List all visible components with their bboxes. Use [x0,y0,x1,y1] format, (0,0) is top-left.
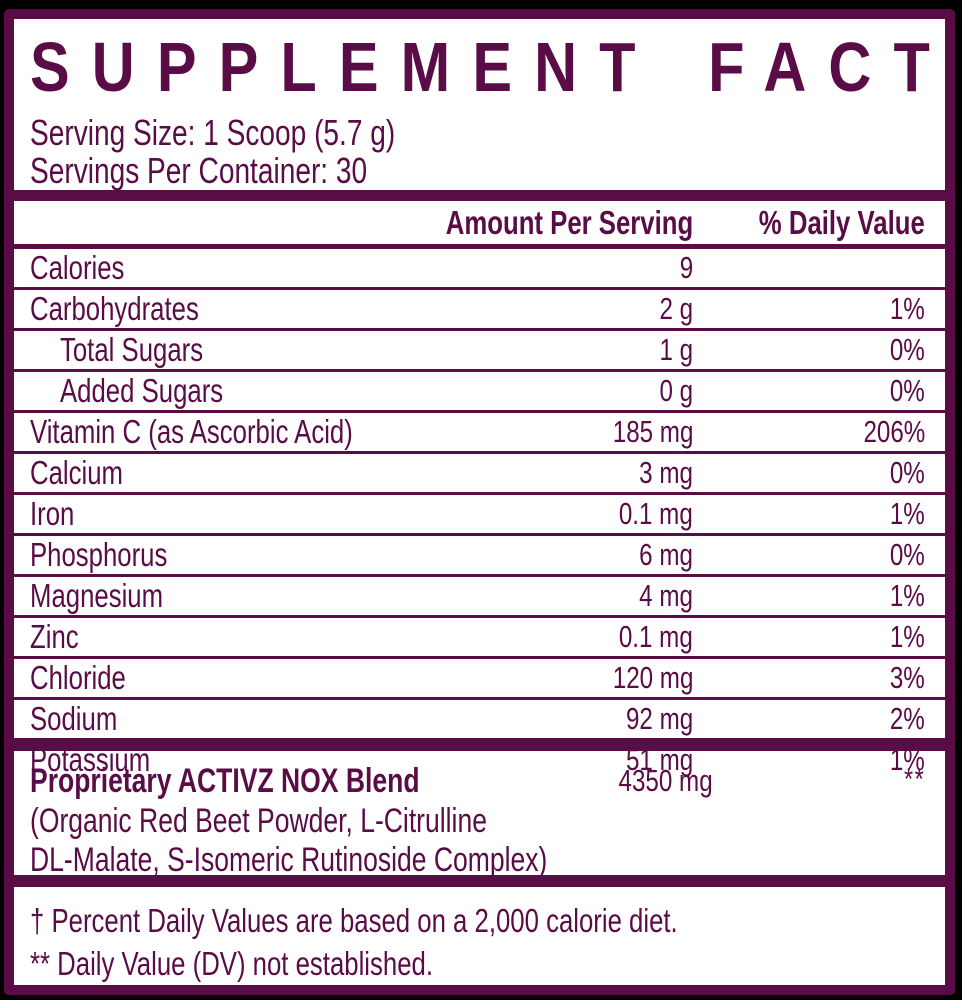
row-dv: 1% [890,578,925,613]
row-amount: 120 mg [612,660,693,695]
footnote: ** Daily Value (DV) not established. [30,945,433,982]
blend-description-line: DL-Malate, S-Isomeric Rutinoside Complex… [30,841,548,879]
footnote: † Percent Daily Values are based on a 2,… [30,902,678,939]
row-amount: 0.1 mg [619,619,693,654]
blend-row: Proprietary ACTIVZ NOX Blend 4350 mg ** [14,757,945,801]
row-name: Zinc [30,618,79,655]
supplement-facts-label: SUPPLEMENT FACTS Serving Size: 1 Scoop (… [4,9,955,995]
row-name: Magnesium [30,577,164,614]
blend-description: (Organic Red Beet Powder, L-Citrulline DL… [14,802,945,880]
facts-row: Calcium 3 mg 0% [14,454,945,495]
blend-name-cell: Proprietary ACTIVZ NOX Blend [14,761,529,801]
row-dv: 1% [890,291,925,326]
row-amount: 4 mg [639,578,693,613]
facts-title: SUPPLEMENT FACTS [30,29,945,105]
row-dv: 0% [890,332,925,367]
serving-info: Serving Size: 1 Scoop (5.7 g) Servings P… [30,114,929,190]
row-dv: 0% [890,373,925,408]
blend-dv-asterisks: ** [903,763,925,796]
blend-amount-cell: 4350 mg [529,761,712,801]
row-dv: 1% [890,742,925,777]
blend-name: Proprietary ACTIVZ NOX Blend [30,762,420,800]
row-amount: 3 mg [639,455,693,490]
facts-row: Iron 0.1 mg 1% [14,495,945,536]
row-dv: 3% [890,660,925,695]
row-amount: 9 [679,250,693,285]
facts-table-body: Calories 9 Carbohydrates 2 g 1% Total Sugars 1… [14,249,945,778]
label-header-section: SUPPLEMENT FACTS Serving Size: 1 Scoop (… [14,19,945,190]
row-dv: 0% [890,537,925,572]
facts-row: Magnesium 4 mg 1% [14,577,945,618]
section-divider-bar-middle [14,740,945,751]
row-name: Iron [30,495,75,532]
row-amount: 185 mg [612,414,693,449]
footnotes-section: † Percent Daily Values are based on a 2,… [14,887,945,985]
row-amount: 51 mg [625,742,693,777]
facts-row: Chloride 120 mg 3% [14,659,945,700]
row-dv: 2% [890,701,925,736]
table-column-headers: Amount Per Serving % Daily Value [14,201,945,244]
row-dv: 206% [863,414,925,449]
row-dv: 1% [890,619,925,654]
blend-amount: 4350 mg [618,763,713,798]
facts-row: Calories 9 [14,249,945,290]
row-name: Added Sugars [60,372,224,409]
facts-row: Zinc 0.1 mg 1% [14,618,945,659]
row-name: Chloride [30,659,126,696]
facts-row: Total Sugars 1 g 0% [14,331,945,372]
row-name: Carbohydrates [30,290,199,327]
row-amount: 0.1 mg [619,496,693,531]
row-dv: 1% [890,496,925,531]
section-divider-bar-top [14,190,945,201]
facts-row: Phosphorus 6 mg 0% [14,536,945,577]
row-dv: 0% [890,455,925,490]
row-dv [693,249,945,287]
row-amount: 2 g [659,291,693,326]
facts-row: Vitamin C (as Ascorbic Acid) 185 mg 206% [14,413,945,454]
servings-per-container-line: Servings Per Container: 30 [30,150,368,191]
row-amount: 1 g [659,332,693,367]
row-amount: 92 mg [625,701,693,736]
facts-row: Added Sugars 0 g 0% [14,372,945,413]
row-name: Sodium [30,700,118,737]
row-name: Potassium [30,741,151,778]
row-name: Phosphorus [30,536,168,573]
serving-size-line: Serving Size: 1 Scoop (5.7 g) [30,112,396,153]
row-amount: 6 mg [639,537,693,572]
header-rule [14,244,945,249]
facts-title-text: SUPPLEMENT FACTS [30,28,955,106]
blend-dv-cell: ** [713,761,945,797]
column-header-amount: Amount Per Serving [445,203,693,241]
blend-description-line: (Organic Red Beet Powder, L-Citrulline [30,802,487,840]
facts-row: Potassium 51 mg 1% [14,741,945,779]
proprietary-blend-section: Proprietary ACTIVZ NOX Blend 4350 mg ** … [14,751,945,879]
row-name: Calories [30,249,125,286]
column-header-spacer [14,201,493,244]
row-name: Total Sugars [60,331,204,368]
row-name: Vitamin C (as Ascorbic Acid) [30,413,353,450]
facts-row: Sodium 92 mg 2% [14,700,945,741]
facts-row: Carbohydrates 2 g 1% [14,290,945,331]
row-name: Calcium [30,454,123,491]
section-divider-bar-bottom [14,875,945,887]
column-header-dv: % Daily Value [759,203,925,241]
row-amount: 0 g [659,373,693,408]
